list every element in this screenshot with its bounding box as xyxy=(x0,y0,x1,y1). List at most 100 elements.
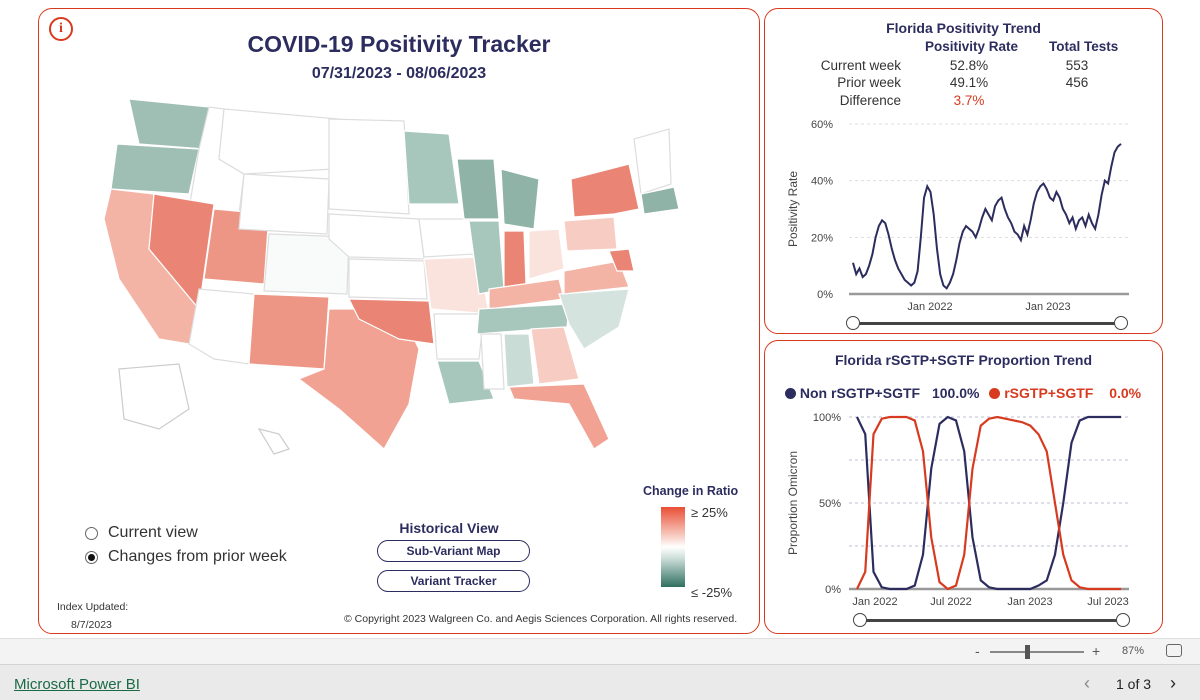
sub-variant-map-button[interactable]: Sub-Variant Map xyxy=(377,540,530,562)
state-alaska xyxy=(118,363,190,430)
row-label: Prior week xyxy=(837,75,901,90)
sgtf-y-tick: 100% xyxy=(813,412,841,424)
state-colorado xyxy=(263,233,350,295)
row-tests: 553 xyxy=(1065,58,1089,73)
state-wisconsin xyxy=(456,158,500,220)
next-page-icon[interactable]: › xyxy=(1170,673,1176,693)
col-total-tests: Total Tests xyxy=(1049,39,1119,54)
footer-bar: Microsoft Power BI ‹ 1 of 3 › xyxy=(0,664,1200,700)
zoom-in-button[interactable]: + xyxy=(1092,643,1101,659)
sgtf-y-tick: 50% xyxy=(819,498,841,510)
radio-changes-prior-week[interactable]: Changes from prior week xyxy=(85,548,287,566)
state-pennsylvania xyxy=(563,216,618,252)
info-icon[interactable]: i xyxy=(49,17,73,41)
state-ohio xyxy=(528,228,565,280)
sgtf-legend: Non rSGTP+SGTF 100.0% rSGTP+SGTF 0.0% xyxy=(785,385,1141,401)
us-map[interactable] xyxy=(39,9,759,479)
sgtf-slider-start-handle[interactable] xyxy=(853,613,867,627)
state-washington xyxy=(128,98,210,150)
state-minnesota xyxy=(403,130,460,205)
state-louisiana xyxy=(436,360,495,405)
row-label: Current week xyxy=(820,58,901,73)
trend-y-tick: 60% xyxy=(811,119,833,131)
state-nebraska xyxy=(328,213,425,260)
trend-y-axis-label: Positivity Rate xyxy=(786,171,800,247)
sgtf-y-axis-label: Proportion Omicron xyxy=(786,451,800,555)
index-updated-label: Index Updated: xyxy=(57,601,129,613)
power-bi-link[interactable]: Microsoft Power BI xyxy=(14,676,140,693)
trend-title: Florida Positivity Trend xyxy=(886,20,1041,36)
state-tennessee xyxy=(476,303,570,335)
sgtf-y-tick: 0% xyxy=(825,584,841,596)
sgtf-x-tick: Jan 2023 xyxy=(1007,596,1052,608)
state-wyoming xyxy=(238,173,330,235)
legend-bottom-label: ≤ -25% xyxy=(691,585,733,600)
fit-to-page-icon[interactable] xyxy=(1166,644,1182,657)
sgtf-x-tick: Jan 2022 xyxy=(852,596,897,608)
trend-date-slider[interactable] xyxy=(853,322,1121,325)
radio-current-view[interactable]: Current view xyxy=(85,524,198,542)
sgtf-date-slider[interactable] xyxy=(861,619,1123,622)
trend-y-tick: 40% xyxy=(811,176,833,188)
state-carolinas xyxy=(558,288,630,350)
row-rate: 52.8% xyxy=(949,58,989,73)
radio-label: Changes from prior week xyxy=(108,548,287,565)
index-updated-date: 8/7/2023 xyxy=(71,619,112,631)
radio-label: Current view xyxy=(108,524,198,541)
legend-dot-sgtf xyxy=(989,388,1001,399)
trend-y-tick: 20% xyxy=(811,232,833,244)
legend-name-non-sgtf: Non rSGTP+SGTF xyxy=(799,385,921,401)
legend-dot-non-sgtf xyxy=(785,388,796,399)
state-dakotas xyxy=(328,118,410,215)
sgtf-title: Florida rSGTP+SGTF Proportion Trend xyxy=(834,352,1093,368)
state-alabama xyxy=(503,333,535,388)
state-mississippi xyxy=(480,333,505,390)
state-new-york xyxy=(570,163,640,218)
zoom-out-button[interactable]: - xyxy=(975,643,980,659)
state-arizona xyxy=(188,288,255,365)
prev-page-icon[interactable]: ‹ xyxy=(1084,673,1090,693)
sgtf-trend-panel: Florida rSGTP+SGTF Proportion Trend Non … xyxy=(764,340,1163,634)
sgtf-x-tick: Jul 2023 xyxy=(1087,596,1129,608)
tracker-panel: i COVID-19 Positivity Tracker 07/31/2023… xyxy=(38,8,760,634)
page-title: COVID-19 Positivity Tracker xyxy=(247,31,551,57)
row-difference-rate: 3.7% xyxy=(953,93,985,108)
trend-y-tick: 0% xyxy=(817,289,833,301)
sgtf-trend-chart[interactable]: 100% 50% 0% Jan 2022 Jul 2022 Jan 2023 Jul 202… xyxy=(765,341,1162,633)
sgtf-sgtf-line xyxy=(856,415,1121,591)
state-florida xyxy=(508,383,610,450)
state-iowa xyxy=(418,218,475,258)
legend-value-sgtf: 0.0% xyxy=(1109,385,1142,401)
state-oklahoma xyxy=(348,298,435,345)
state-new-england xyxy=(633,128,672,195)
trend-x-tick: Jan 2022 xyxy=(907,301,952,313)
legend-name-sgtf: rSGTP+SGTF xyxy=(1004,385,1094,401)
zoom-slider-thumb[interactable] xyxy=(1025,645,1030,659)
sgtf-slider-end-handle[interactable] xyxy=(1116,613,1130,627)
row-tests: 456 xyxy=(1065,75,1089,90)
variant-tracker-button[interactable]: Variant Tracker xyxy=(377,570,530,592)
state-maryland xyxy=(608,248,635,272)
zoom-percent: 87% xyxy=(1122,645,1145,657)
positivity-trend-chart[interactable]: 60% 40% 20% 0% Jan 2022 Jan 2023 Positivity Ra… xyxy=(765,9,1162,333)
trend-slider-end-handle[interactable] xyxy=(1114,316,1128,330)
row-label: Difference xyxy=(839,93,901,108)
state-montana xyxy=(218,108,340,175)
legend-gradient xyxy=(661,507,685,587)
zoom-bar: - + 87% xyxy=(0,638,1200,664)
trend-positivity-line xyxy=(852,143,1122,290)
zoom-slider-track[interactable] xyxy=(990,651,1084,653)
col-positivity-rate: Positivity Rate xyxy=(925,39,1019,54)
state-hawaii xyxy=(257,428,290,455)
legend-top-label: ≥ 25% xyxy=(691,505,728,520)
historical-heading: Historical View xyxy=(399,520,499,536)
radio-circle-selected[interactable] xyxy=(85,550,98,564)
legend-value-non-sgtf: 100.0% xyxy=(931,385,980,401)
page-indicator: 1 of 3 xyxy=(1116,676,1152,692)
state-arkansas xyxy=(433,313,485,360)
trend-slider-start-handle[interactable] xyxy=(846,316,860,330)
radio-circle[interactable] xyxy=(85,526,98,540)
date-range: 07/31/2023 - 08/06/2023 xyxy=(311,65,487,82)
state-virginia xyxy=(563,260,630,295)
state-new-mexico xyxy=(248,293,330,370)
